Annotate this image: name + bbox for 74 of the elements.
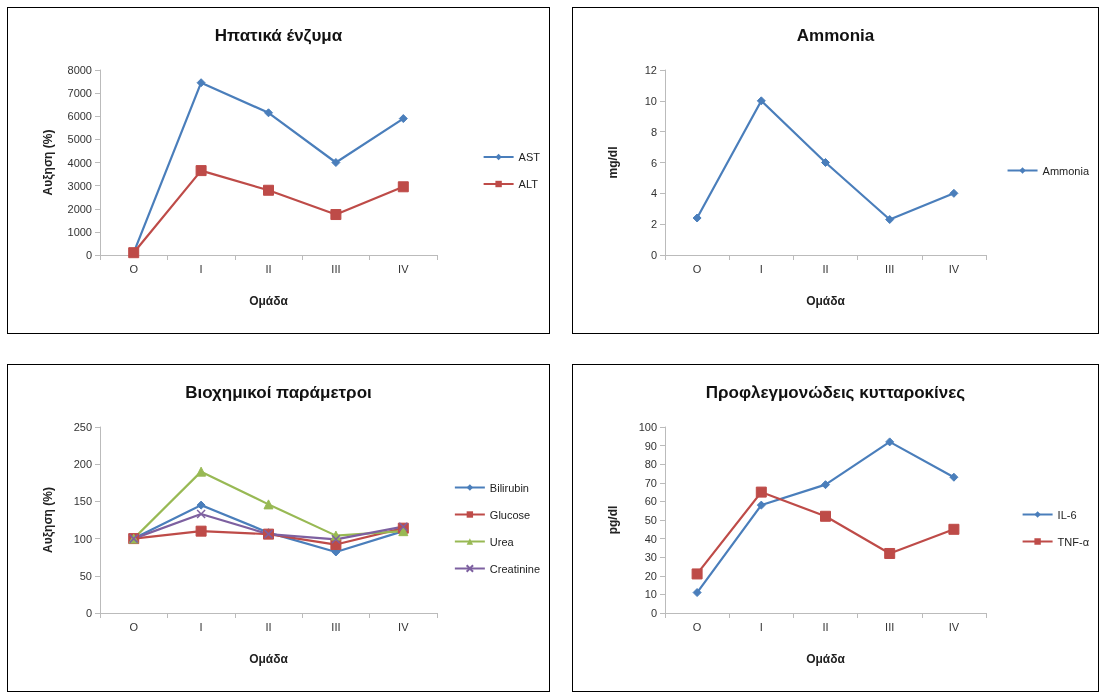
y-tick-label: 8000	[67, 64, 92, 76]
x-tick-label: III	[885, 620, 895, 633]
chart-title: Βιοχημικοί παράμετροι	[185, 383, 372, 402]
y-tick-label: 1000	[67, 225, 92, 238]
y-tick-label: 2000	[67, 202, 92, 215]
chart-title: Προφλεγμονώδεις κυτταροκίνες	[705, 383, 966, 402]
x-axis-title: Ομάδα	[249, 294, 289, 308]
legend-label: AST	[518, 151, 541, 163]
y-tick-label: 60	[644, 495, 657, 508]
y-axis-title: Αυξηση (%)	[41, 129, 55, 196]
legend-label: Glucose	[489, 508, 531, 521]
y-axis-title: mg/dl	[606, 146, 620, 179]
y-axis-title: pg/dl	[606, 505, 620, 535]
y-tick-label: 100	[73, 532, 92, 545]
y-tick-label: 100	[638, 421, 657, 433]
y-tick-label: 8	[650, 125, 657, 138]
y-axis-title: Αυξηση (%)	[41, 487, 55, 553]
y-tick-label: 10	[644, 94, 657, 107]
chart-title: Ηπατικά ένζυμα	[214, 26, 343, 45]
y-tick-label: 0	[85, 607, 92, 619]
x-tick-label: II	[822, 620, 829, 633]
y-tick-label: 5000	[67, 133, 92, 146]
legend-label: Creatinine	[489, 562, 540, 575]
x-axis-title: Ομάδα	[806, 652, 846, 666]
chart-title: Ammonia	[796, 26, 875, 45]
x-tick-label: O	[129, 620, 139, 633]
x-tick-label: O	[129, 262, 139, 275]
y-tick-label: 7000	[67, 87, 92, 100]
y-tick-label: 30	[644, 551, 657, 564]
x-tick-label: IV	[948, 620, 960, 633]
y-tick-label: 80	[644, 458, 657, 471]
x-tick-label: II	[265, 262, 272, 275]
x-tick-label: III	[885, 262, 895, 275]
y-tick-label: 6000	[67, 110, 92, 123]
y-tick-label: 3000	[67, 179, 92, 192]
y-tick-label: 50	[644, 514, 657, 526]
x-axis-title: Ομάδα	[806, 294, 846, 308]
y-tick-label: 2	[650, 218, 657, 231]
legend-label: IL-6	[1057, 508, 1077, 521]
legend-label: Ammonia	[1042, 164, 1090, 177]
y-tick-label: 12	[644, 64, 657, 76]
y-tick-label: 10	[644, 588, 657, 601]
x-tick-label: I	[759, 262, 763, 275]
x-tick-label: III	[331, 262, 341, 275]
x-axis-title: Ομάδα	[249, 652, 289, 666]
y-tick-label: 70	[644, 476, 657, 489]
x-tick-label: II	[265, 620, 272, 633]
x-tick-label: IV	[398, 262, 410, 275]
y-tick-label: 0	[650, 607, 657, 619]
y-tick-label: 0	[650, 249, 657, 261]
y-tick-label: 50	[79, 569, 92, 582]
y-tick-label: 0	[85, 249, 92, 261]
y-tick-label: 4	[650, 187, 657, 200]
y-tick-label: 40	[644, 532, 657, 545]
y-tick-label: 250	[73, 421, 92, 433]
y-tick-label: 20	[644, 569, 657, 582]
x-tick-label: IV	[948, 262, 960, 275]
legend-label: TNF-α	[1057, 535, 1090, 548]
y-tick-label: 200	[73, 458, 92, 471]
x-tick-label: O	[692, 620, 702, 633]
x-tick-label: O	[692, 262, 702, 275]
x-tick-label: II	[822, 262, 829, 275]
legend-label: ALT	[518, 178, 539, 190]
legend-label: Urea	[489, 535, 515, 548]
y-tick-label: 150	[73, 495, 92, 508]
x-tick-label: IV	[398, 620, 410, 633]
x-tick-label: III	[331, 620, 341, 633]
x-tick-label: I	[199, 262, 203, 275]
x-tick-label: I	[199, 620, 203, 633]
y-tick-label: 6	[650, 156, 657, 169]
y-tick-label: 4000	[67, 156, 92, 169]
x-tick-label: I	[759, 620, 763, 633]
y-tick-label: 90	[644, 439, 657, 452]
legend-label: Bilirubin	[489, 481, 529, 494]
